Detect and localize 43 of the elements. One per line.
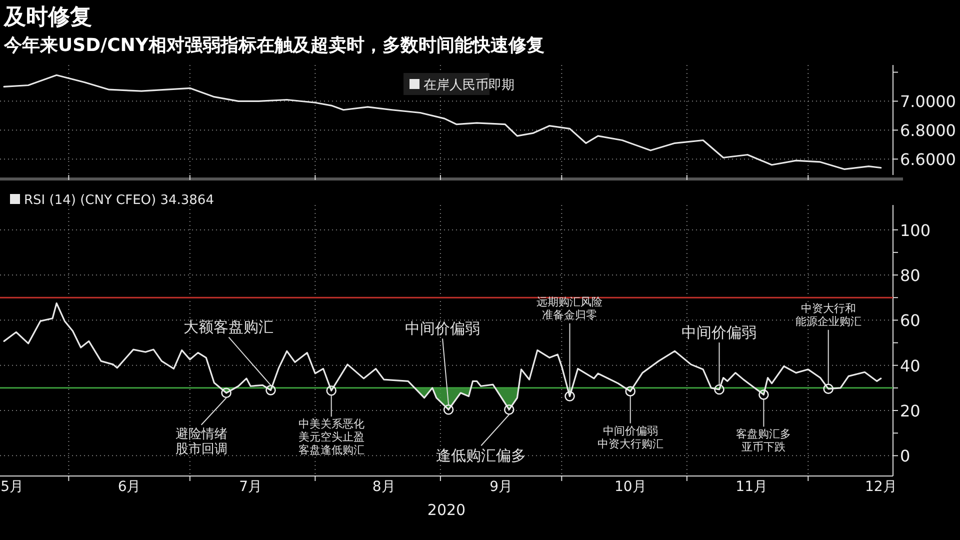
x-tick-label: 8月 [372, 479, 396, 495]
x-tick-label: 9月 [490, 479, 513, 495]
point [326, 385, 336, 396]
annotation: 逢低购汇偏多 [436, 446, 526, 465]
point [266, 385, 276, 396]
annotation: 中间价偏弱中资大行购汇 [597, 424, 664, 450]
y-tick-label: 80 [900, 266, 920, 286]
point [714, 384, 724, 395]
point [823, 384, 834, 394]
x-tick-label: 12月 [864, 479, 897, 495]
x-tick-label: 7月 [239, 479, 262, 495]
x-tick-label: 5月 [0, 479, 24, 495]
x-tick-label: 11月 [736, 479, 768, 495]
legend-label: 在岸人民币即期 [424, 78, 514, 93]
annotation: 中美关系恶化美元空头止盈客盘逢低购汇 [298, 418, 364, 457]
y-tick-label: 6.8000 [900, 121, 956, 140]
y-tick-label: 40 [900, 356, 920, 376]
x-tick-label: 10月 [614, 479, 646, 495]
y-tick-label: 0 [900, 446, 910, 466]
x-axis-title: 2020 [427, 501, 466, 519]
chart-title: 及时修复 [3, 5, 92, 30]
point [221, 388, 232, 398]
legend-label: RSI (14) (CNY CFEO) 34.3864 [24, 193, 214, 208]
y-tick-label: 6.6000 [900, 150, 956, 170]
point [758, 390, 769, 400]
point [564, 391, 575, 402]
y-tick-label: 20 [900, 402, 920, 421]
chart-subtitle: 今年来USD/CNY相对强弱指标在触及超卖时，多数时间能快速修复 [3, 35, 544, 56]
line-series [3, 74, 882, 170]
annotation: 中资大行和能源企业购汇 [795, 302, 862, 328]
annotation: 避险情绪股市回调 [175, 426, 228, 457]
point [625, 386, 636, 396]
annotation: 客盘购汇多亚币下跌 [736, 428, 792, 454]
annotation: 中间价偏弱 [682, 324, 757, 342]
annotation: 中间价偏弱 [405, 320, 480, 338]
y-tick-label: 60 [900, 311, 920, 330]
x-tick-label: 6月 [118, 479, 141, 495]
annotation: 大额客盘购汇 [184, 318, 274, 336]
y-tick-label: 7.0000 [900, 92, 956, 112]
point [443, 404, 454, 415]
annotation: 远期购汇风险准备金归零 [536, 295, 603, 322]
point [504, 404, 514, 415]
y-tick-label: 100 [900, 220, 931, 240]
